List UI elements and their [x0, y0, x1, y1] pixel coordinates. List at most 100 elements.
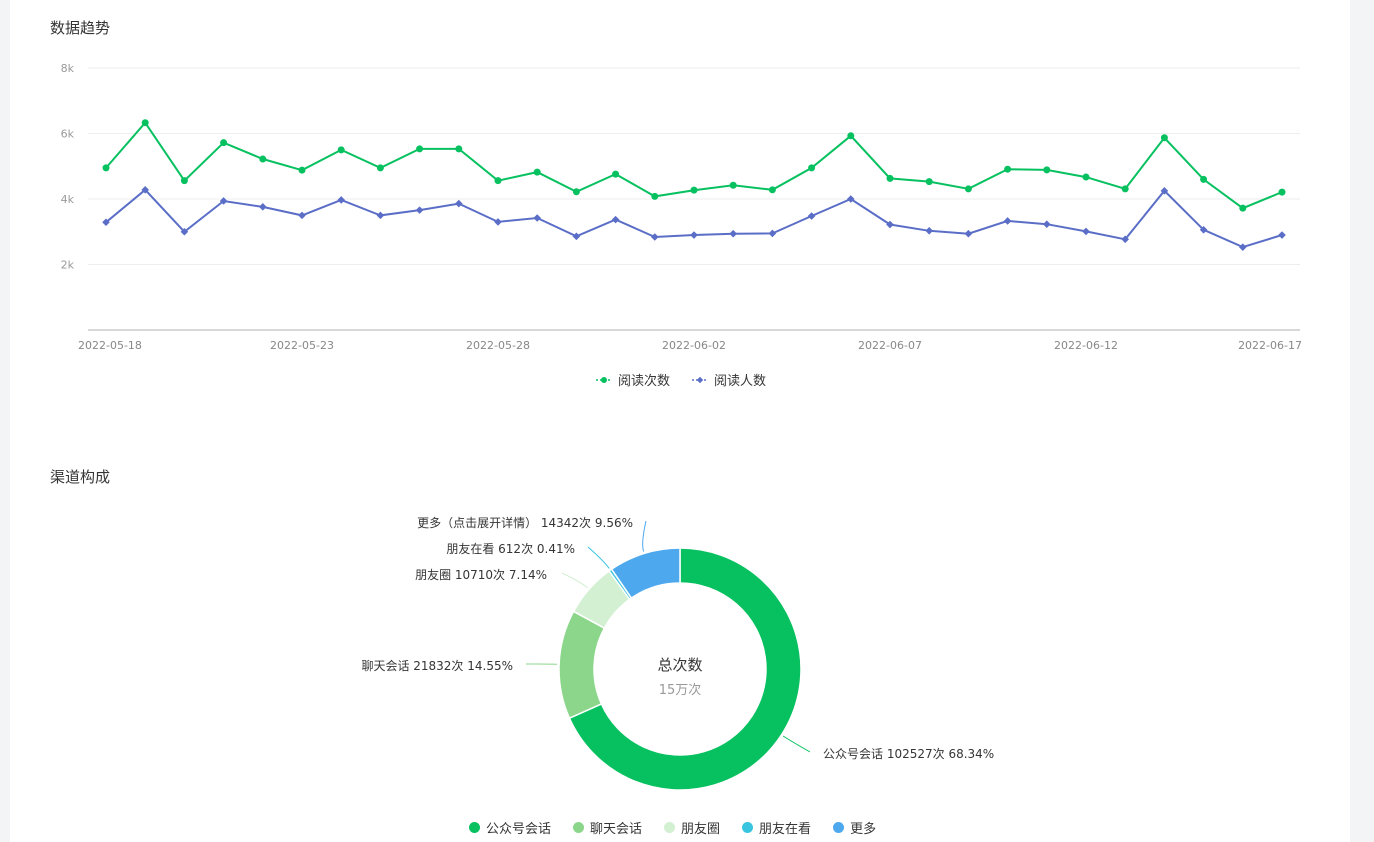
data-point-reads: [259, 155, 267, 163]
data-point-reads: [1200, 175, 1208, 183]
x-tick-label: 2022-06-12: [1054, 339, 1118, 352]
data-point-readers: [415, 206, 424, 214]
data-point-reads: [455, 145, 463, 153]
data-point-readers: [1239, 243, 1247, 251]
data-point-readers: [690, 231, 698, 239]
data-point-reads: [220, 139, 228, 147]
data-point-reads: [298, 166, 306, 174]
legend-label: 聊天会话: [590, 822, 643, 837]
legend-item-1[interactable]: 公众号会话: [469, 818, 551, 837]
data-point-reads: [925, 178, 933, 186]
data-point-reads: [376, 164, 384, 172]
x-tick-label: 2022-06-17: [1238, 339, 1302, 352]
data-point-readers: [376, 211, 385, 220]
legend-label: 朋友圈: [681, 822, 721, 837]
data-point-readers: [141, 186, 149, 194]
legend-swatch-icon: [742, 822, 754, 833]
y-tick-label: 8k: [61, 62, 75, 75]
data-point-readers: [768, 229, 777, 238]
y-tick-label: 2k: [61, 259, 75, 272]
donut-slice-1[interactable]: [568, 547, 802, 791]
data-point-reads: [494, 177, 502, 185]
data-point-reads: [416, 145, 424, 153]
legend-label: 公众号会话: [486, 822, 552, 837]
legend-item-2[interactable]: 聊天会话: [573, 818, 642, 837]
legend-swatch-icon: [664, 822, 676, 833]
data-point-readers: [847, 195, 855, 203]
label-leader-line: [782, 735, 811, 753]
line-chart-legend: 阅读次数 阅读人数: [596, 370, 766, 389]
legend-item-3[interactable]: 朋友圈: [664, 818, 720, 837]
data-point-reads: [141, 119, 149, 127]
data-point-reads: [1121, 185, 1129, 193]
y-tick-label: 4k: [61, 193, 75, 206]
data-point-reads: [337, 146, 345, 154]
data-point-reads: [102, 164, 110, 172]
data-point-readers: [1043, 220, 1051, 229]
data-point-readers: [611, 215, 620, 224]
slice-label: 公众号会话 102527次 68.34%: [823, 747, 994, 761]
data-point-readers: [1278, 231, 1286, 239]
legend-swatch-icon: [833, 822, 845, 833]
data-point-reads: [533, 168, 541, 176]
data-point-reads: [690, 186, 698, 194]
data-point-readers: [1082, 227, 1090, 236]
data-point-readers: [494, 218, 502, 226]
slice-label: 朋友在看 612次 0.41%: [446, 542, 575, 556]
data-point-readers: [180, 227, 189, 236]
legend-item-1[interactable]: 阅读次数: [596, 370, 670, 389]
x-tick-label: 2022-06-02: [662, 339, 726, 352]
dashboard-panel: 数据趋势 2k 4k 6k 8k 2022-05-18 2022-05-23 2022-05…: [10, 0, 1350, 842]
data-point-readers: [1003, 217, 1012, 225]
data-point-reads: [729, 181, 737, 189]
legend-swatch-icon: [469, 822, 480, 833]
data-point-readers: [533, 214, 541, 222]
data-point-readers: [572, 232, 581, 241]
donut-center-label: 总次数 15万次: [580, 654, 780, 698]
legend-label: 更多: [850, 822, 877, 837]
data-point-readers: [455, 199, 463, 208]
data-point-readers: [1121, 235, 1129, 244]
data-point-readers: [219, 197, 228, 205]
data-point-readers: [259, 203, 267, 211]
data-point-readers: [651, 233, 659, 241]
data-point-readers: [1199, 225, 1208, 234]
x-tick-label: 2022-05-18: [78, 339, 142, 352]
data-point-reads: [1082, 173, 1090, 181]
legend-label: 阅读次数: [618, 374, 671, 389]
data-point-reads: [1043, 166, 1051, 174]
data-point-readers: [102, 218, 110, 227]
data-point-reads: [1160, 134, 1168, 142]
slice-label: 朋友圈 10710次 7.14%: [415, 568, 547, 582]
data-point-reads: [886, 174, 894, 182]
data-point-reads: [964, 185, 972, 193]
channel-section-title: 渠道构成: [50, 468, 111, 486]
donut-slice-5[interactable]: [610, 547, 681, 600]
legend-item-5[interactable]: 更多: [833, 818, 876, 837]
data-point-readers: [964, 229, 973, 238]
donut-chart[interactable]: 公众号会话 102527次 68.34% 聊天会话 21832次 14.55% 朋友…: [10, 490, 1350, 810]
x-tick-label: 2022-05-23: [270, 339, 334, 352]
donut-center-value: 15万次: [658, 683, 702, 698]
data-point-reads: [1004, 165, 1012, 173]
legend-item-4[interactable]: 朋友在看: [742, 818, 811, 837]
donut-center-title: 总次数: [657, 656, 703, 674]
donut-chart-legend: 公众号会话 聊天会话 朋友圈 朋友在看 更多: [469, 818, 876, 837]
legend-circle-marker-icon: [596, 376, 612, 383]
data-point-readers: [729, 229, 737, 238]
data-point-readers: [337, 196, 345, 204]
data-point-readers: [1160, 187, 1169, 195]
data-point-reads: [1239, 204, 1247, 212]
data-point-readers: [807, 212, 816, 220]
line-chart[interactable]: 2k 4k 6k 8k 2022-05-18 2022-05-23 2022-05-28 20…: [10, 50, 1350, 360]
data-point-reads: [180, 177, 188, 185]
legend-diamond-marker-icon: [692, 376, 709, 383]
label-leader-line: [561, 572, 588, 589]
label-leader-line: [587, 546, 610, 569]
data-point-reads: [612, 170, 620, 178]
data-point-reads: [572, 188, 580, 196]
legend-label: 朋友在看: [759, 822, 812, 837]
data-point-reads: [1278, 188, 1286, 196]
legend-item-2[interactable]: 阅读人数: [692, 370, 766, 389]
slice-label: 聊天会话 21832次 14.55%: [361, 659, 513, 673]
